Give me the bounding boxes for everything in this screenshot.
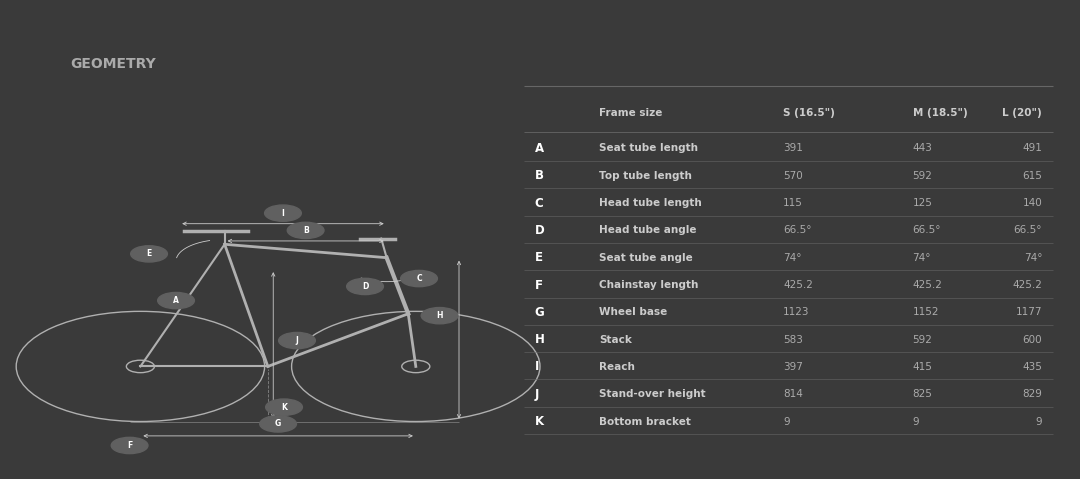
Text: 66.5°: 66.5° [783, 226, 811, 235]
Text: M (18.5"): M (18.5") [913, 108, 968, 117]
Text: 443: 443 [913, 144, 932, 153]
Text: F: F [535, 278, 542, 292]
Circle shape [266, 399, 302, 415]
Text: Seat tube angle: Seat tube angle [599, 253, 693, 262]
Text: B: B [535, 169, 543, 182]
Text: 491: 491 [1023, 144, 1042, 153]
Text: E: E [535, 251, 542, 264]
Text: Bottom bracket: Bottom bracket [599, 417, 691, 426]
Text: 9: 9 [783, 417, 789, 426]
Text: 140: 140 [1023, 198, 1042, 208]
Text: 415: 415 [913, 362, 932, 372]
Text: B: B [302, 226, 309, 235]
Text: E: E [147, 250, 151, 258]
Text: 1177: 1177 [1015, 308, 1042, 317]
Circle shape [287, 222, 324, 239]
Text: 9: 9 [913, 417, 919, 426]
Text: I: I [282, 209, 284, 217]
Text: 66.5°: 66.5° [913, 226, 941, 235]
Circle shape [131, 246, 167, 262]
Text: Frame size: Frame size [599, 108, 663, 117]
Text: K: K [535, 415, 543, 428]
Text: 115: 115 [783, 198, 802, 208]
Text: 1152: 1152 [913, 308, 940, 317]
Text: 435: 435 [1023, 362, 1042, 372]
Text: 829: 829 [1023, 389, 1042, 399]
Text: 1123: 1123 [783, 308, 810, 317]
Text: Seat tube length: Seat tube length [599, 144, 699, 153]
Text: 9: 9 [1036, 417, 1042, 426]
Text: L (20"): L (20") [1002, 108, 1042, 117]
Text: Chainstay length: Chainstay length [599, 280, 699, 290]
Text: Top tube length: Top tube length [599, 171, 692, 181]
Text: 825: 825 [913, 389, 932, 399]
Text: GEOMETRY: GEOMETRY [70, 57, 156, 71]
Text: H: H [436, 311, 443, 320]
Text: Head tube length: Head tube length [599, 198, 702, 208]
Text: 570: 570 [783, 171, 802, 181]
Text: S (16.5"): S (16.5") [783, 108, 835, 117]
Circle shape [158, 292, 194, 309]
Text: 592: 592 [913, 335, 932, 344]
Text: 74°: 74° [783, 253, 801, 262]
Text: 425.2: 425.2 [1012, 280, 1042, 290]
Text: 592: 592 [913, 171, 932, 181]
Text: Wheel base: Wheel base [599, 308, 667, 317]
Text: Head tube angle: Head tube angle [599, 226, 697, 235]
Text: 125: 125 [913, 198, 932, 208]
Text: 66.5°: 66.5° [1014, 226, 1042, 235]
Text: A: A [173, 296, 179, 305]
Text: J: J [296, 336, 298, 345]
Circle shape [347, 278, 383, 295]
Text: F: F [127, 441, 132, 450]
Text: I: I [535, 360, 539, 374]
Text: 615: 615 [1023, 171, 1042, 181]
Text: K: K [281, 403, 287, 411]
Text: 425.2: 425.2 [913, 280, 943, 290]
Circle shape [401, 270, 437, 286]
Text: C: C [535, 196, 543, 210]
Circle shape [421, 308, 458, 324]
Circle shape [260, 416, 296, 432]
Circle shape [111, 437, 148, 454]
Text: 600: 600 [1023, 335, 1042, 344]
Text: J: J [535, 388, 539, 401]
Text: Stand-over height: Stand-over height [599, 389, 706, 399]
Circle shape [265, 205, 301, 221]
Text: G: G [535, 306, 544, 319]
Text: 74°: 74° [913, 253, 931, 262]
Circle shape [279, 332, 315, 349]
Text: C: C [416, 274, 422, 283]
Text: Stack: Stack [599, 335, 632, 344]
Text: 74°: 74° [1024, 253, 1042, 262]
Text: 391: 391 [783, 144, 802, 153]
Text: 814: 814 [783, 389, 802, 399]
Text: 397: 397 [783, 362, 802, 372]
Text: D: D [362, 282, 368, 291]
Text: 425.2: 425.2 [783, 280, 813, 290]
Text: Reach: Reach [599, 362, 635, 372]
Text: H: H [535, 333, 544, 346]
Text: G: G [275, 420, 281, 428]
Text: 583: 583 [783, 335, 802, 344]
Text: D: D [535, 224, 544, 237]
Text: A: A [535, 142, 543, 155]
